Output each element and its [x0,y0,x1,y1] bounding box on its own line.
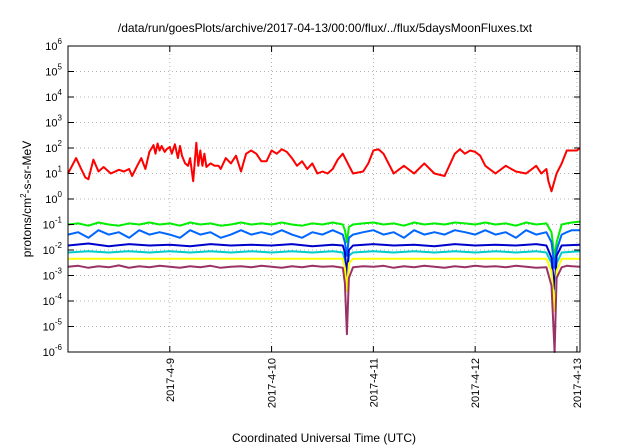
series-line-2 [67,220,581,259]
y-tick-label: 106 [45,37,62,53]
y-tick-label: 102 [45,139,62,155]
series-line-6 [68,257,580,313]
chart-title: /data/run/goesPlots/archive/2017-04-13/0… [118,21,533,35]
x-axis-title: Coordinated Universal Time (UTC) [232,431,416,445]
y-tick-label: 103 [45,114,62,130]
y-tick-label: 10-3 [43,267,63,283]
x-tick-label: 2017-4-9 [165,358,177,402]
y-axis-labels: 10-6 10-5 10-4 10-3 10-2 10-1 100 101 102 103 104 1… [43,37,63,359]
axis-ticks [68,45,580,353]
y-tick-label: 10-5 [43,318,63,334]
y-tick-label: 10-1 [43,216,63,232]
y-tick-label: 10-6 [43,343,63,359]
series-line-4 [67,229,580,269]
x-tick-label: 2017-4-12 [470,358,482,408]
y-tick-label: 10-4 [43,292,63,308]
y-tick-label: 10-2 [43,241,63,257]
x-tick-label: 2017-4-11 [368,358,380,407]
y-axis-title: protons/cm2-s-sr-MeV [19,141,34,257]
y-tick-label: 100 [45,190,62,206]
y-tick-label: 101 [45,165,62,181]
series-line-1 [67,141,581,193]
x-tick-label: 2017-4-10 [267,358,279,408]
plot-series [67,141,581,353]
y-tick-label: 105 [45,63,62,79]
y-tick-label: 104 [45,88,62,104]
x-axis-labels: 2017-4-9 2017-4-10 2017-4-11 2017-4-12 2017-… [165,358,584,408]
x-tick-label: 2017-4-13 [572,358,584,408]
gridlines [68,46,580,352]
series-line-7 [67,264,581,353]
series-line-5 [67,242,581,290]
